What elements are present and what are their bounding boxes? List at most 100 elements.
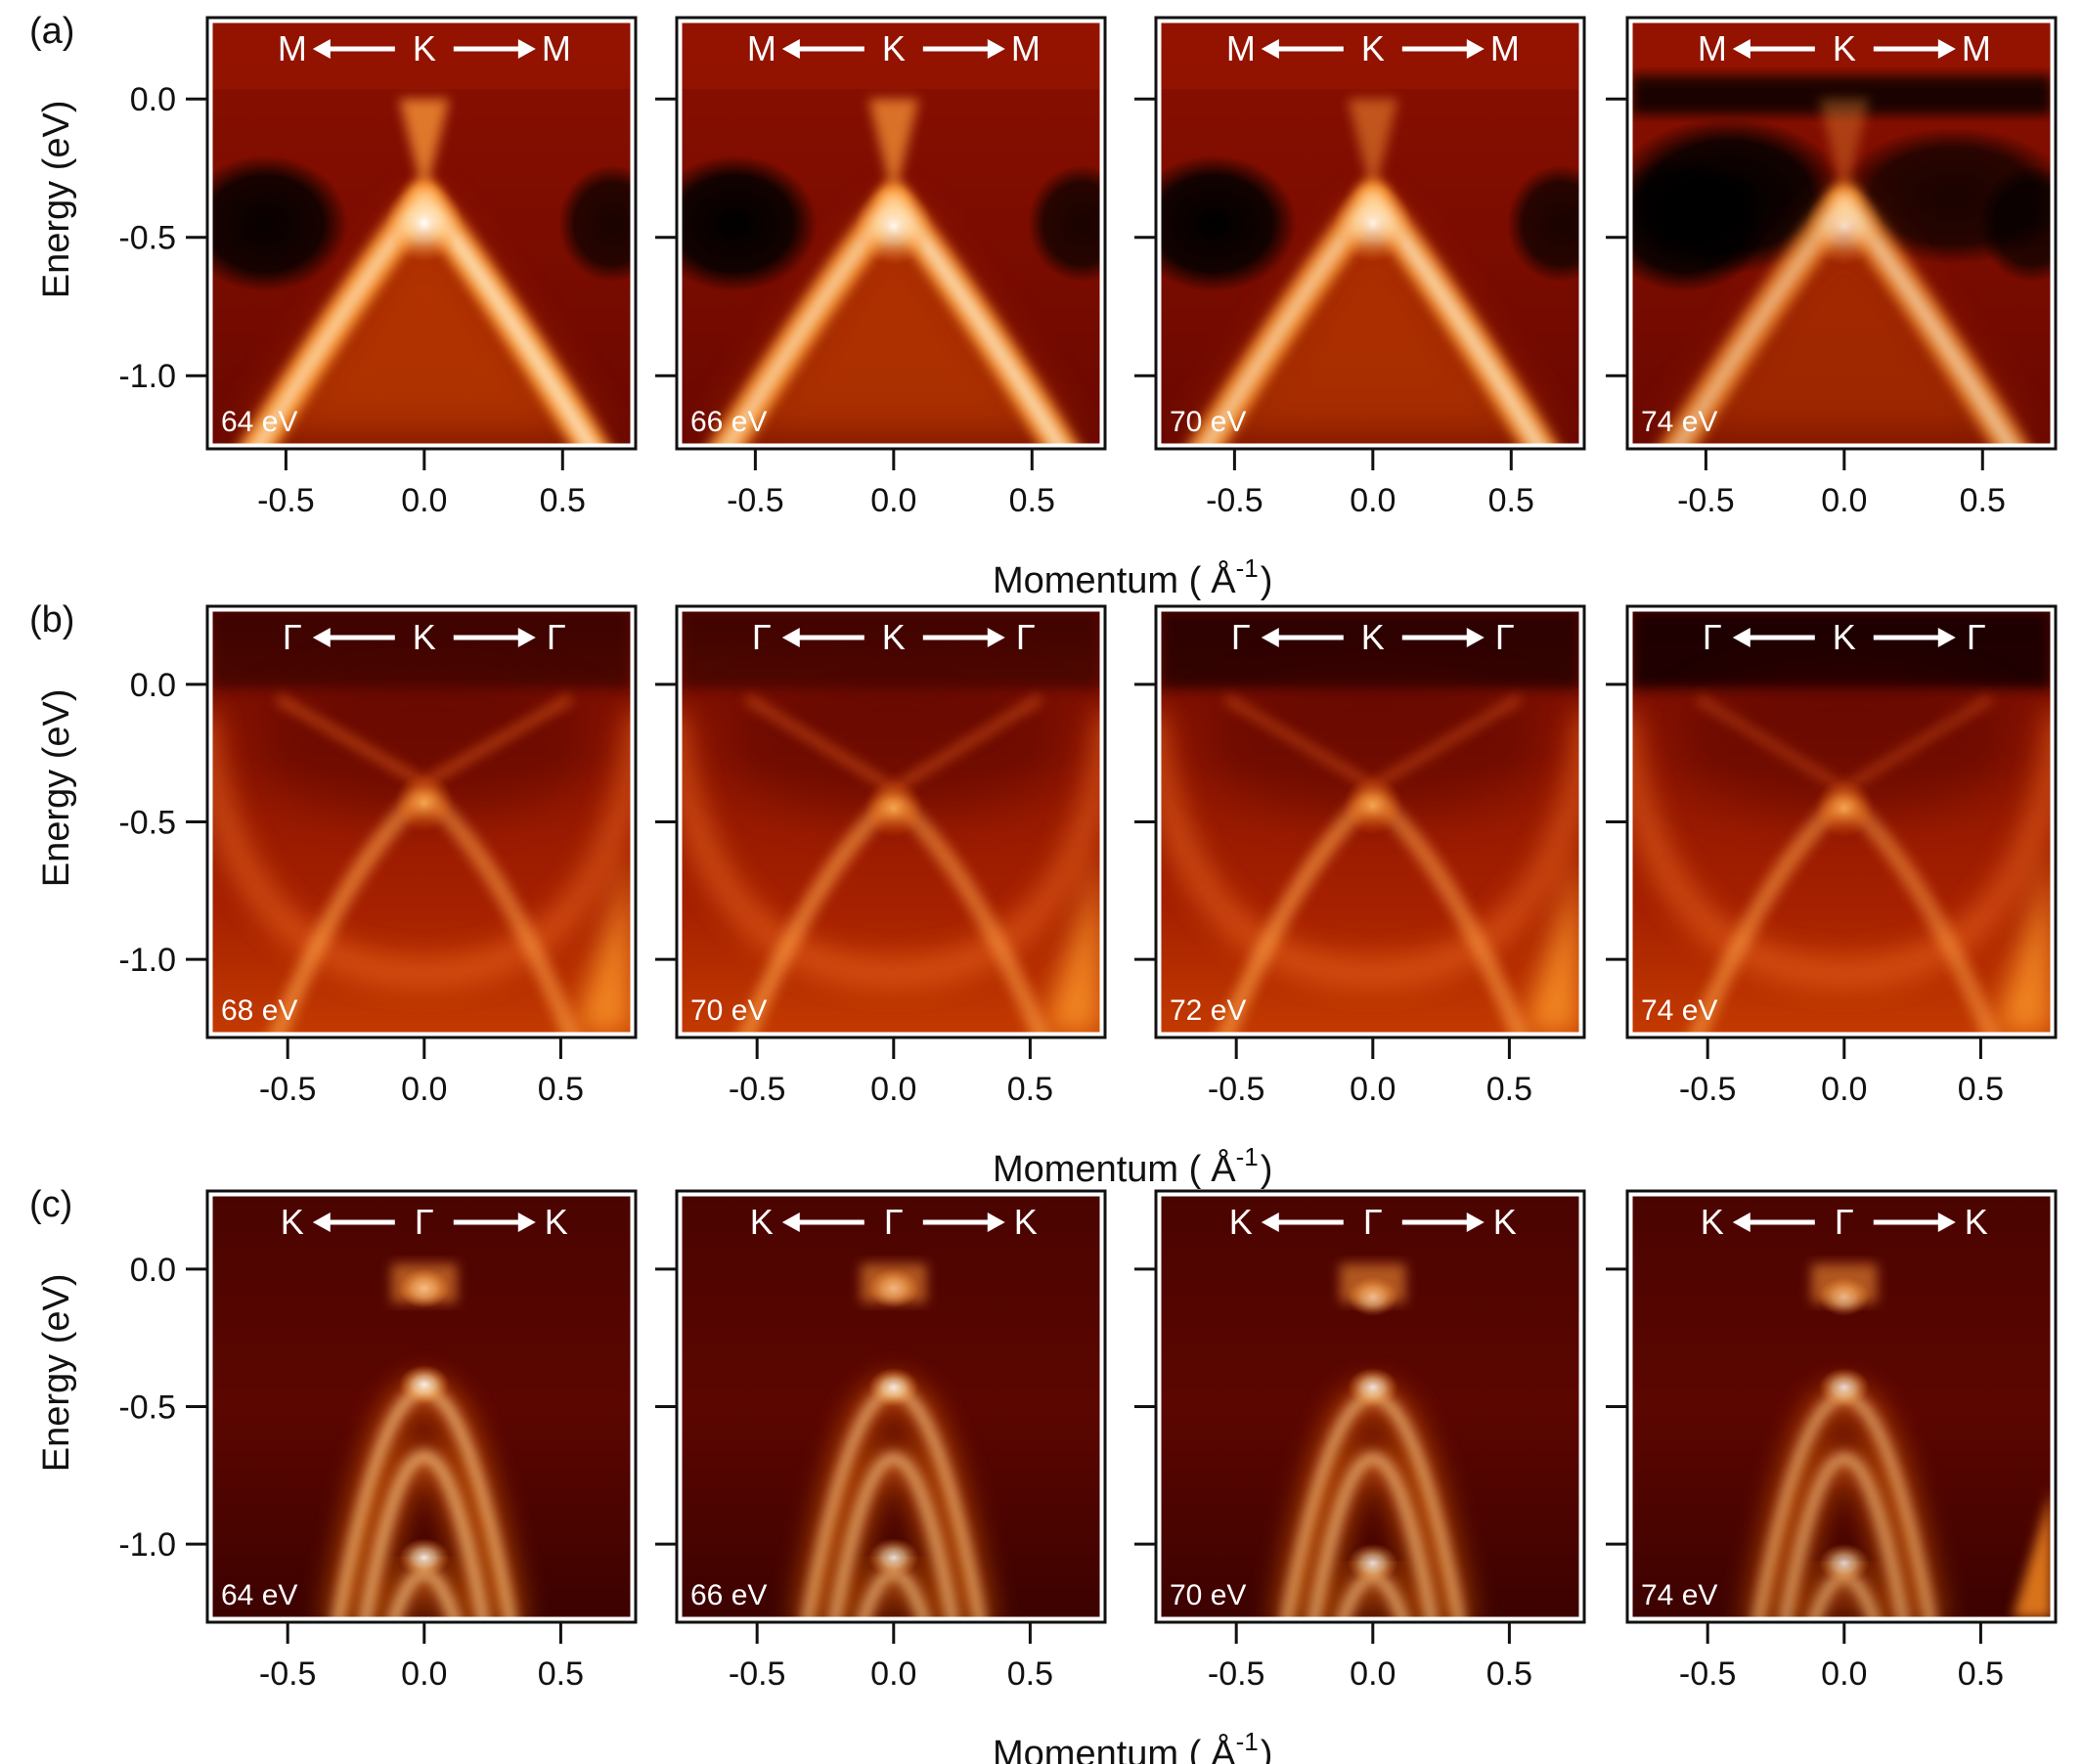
arrow-left [781, 1213, 864, 1232]
band-top-2 [1818, 1367, 1870, 1407]
inner-frame [209, 20, 634, 447]
band-top-2 [1347, 1367, 1398, 1407]
arrow-right [922, 628, 1005, 647]
x-tick-label: 0.0 [1350, 1071, 1396, 1108]
arrow-right [1873, 39, 1956, 59]
intensity-map [1631, 22, 2052, 445]
direction-label-center: K [882, 617, 906, 657]
arrow-right [922, 1213, 1005, 1232]
photon-energy-label: 74 eV [1641, 406, 1717, 438]
direction-label-center: Γ [884, 1202, 904, 1242]
x-tick-label: 0.5 [1958, 1071, 2004, 1108]
inner-frame [1158, 1193, 1582, 1620]
inner-frame [679, 1193, 1103, 1620]
figure-rows: (a)Energy (eV)Momentum (Å-1)M K M64 eV0.0-… [29, 11, 2058, 1764]
x-tick-label: -0.5 [257, 482, 315, 519]
direction-label-center: Γ [1835, 1202, 1854, 1242]
arrow-left [312, 1213, 395, 1232]
plot-frame [1625, 16, 2058, 451]
direction-label-center: K [1833, 617, 1856, 657]
x-tick-label: -0.5 [1679, 1071, 1737, 1108]
upper-branch [1695, 693, 1847, 794]
upper-branch [275, 693, 427, 788]
x-axis-label-close: ) [1261, 1149, 1273, 1190]
x-tick-label: -0.5 [1679, 1655, 1737, 1693]
dirac-point [1804, 186, 1884, 265]
photon-energy-label: 66 eV [690, 406, 767, 438]
panel-b-2: Γ K Γ 70 eV -0.5 0.0 0.5 [655, 604, 1107, 1108]
x-axis-label: Momentum (Å-1) [993, 1142, 1272, 1190]
direction-label-right: M [542, 28, 571, 68]
direction-label-left: K [750, 1202, 774, 1242]
x-axis-label-close: ) [1261, 560, 1273, 601]
panel-label: (b) [29, 599, 74, 640]
arrow-left [312, 39, 395, 59]
inner-frame [1629, 1193, 2054, 1620]
direction-label-right: M [1490, 28, 1520, 68]
dirac-point [1333, 184, 1412, 263]
photon-energy-label: 70 eV [1170, 1579, 1246, 1611]
x-axis-label-unit: Å [1211, 1732, 1236, 1764]
band-top-2 [867, 1367, 919, 1407]
photon-energy-label: 64 eV [221, 406, 297, 438]
photon-energy-label: 74 eV [1641, 994, 1717, 1027]
upper-branch [891, 693, 1043, 794]
intensity-map [681, 22, 1101, 445]
x-tick-label: -0.5 [729, 1655, 786, 1693]
y-tick-label: -1.0 [118, 1526, 176, 1564]
x-axis-label-exponent: -1 [1236, 1727, 1259, 1756]
photon-energy-label: 64 eV [221, 1579, 297, 1611]
above-fermi-band [1160, 610, 1580, 688]
quantum-well-band-2 [1781, 1453, 1908, 1618]
low-intensity-region [1631, 117, 1846, 275]
band-top-3 [398, 1538, 450, 1578]
y-axis-label: Energy (eV) [36, 688, 77, 887]
intensity-map [681, 1195, 1101, 1618]
x-tick-label: 0.5 [1007, 1071, 1053, 1108]
y-tick-label: -1.0 [118, 358, 176, 395]
x-axis-label-text: Momentum ( [993, 1149, 1202, 1190]
direction-label-center: Γ [415, 1202, 434, 1242]
panel-c-3: K Γ K 70 eV -0.5 0.0 0.5 [1134, 1189, 1586, 1693]
inner-frame [1158, 20, 1582, 447]
arrow-right [1401, 1213, 1485, 1232]
x-tick-label: 0.0 [870, 482, 916, 519]
x-tick-label: 0.0 [1821, 1655, 1867, 1693]
bulk-band-edge [1993, 849, 2052, 1034]
arrow-right [1873, 1213, 1956, 1232]
upper-branch [1841, 693, 1994, 794]
plot-frame [1154, 16, 1586, 451]
upper-cone [1819, 99, 1870, 201]
upper-branch [421, 693, 574, 788]
inner-frame [679, 608, 1103, 1036]
upper-cone [399, 99, 450, 199]
y-tick-label: -1.0 [118, 942, 176, 979]
panel-label: (a) [29, 11, 74, 52]
arrow-right [453, 628, 536, 647]
intensity-map [1160, 610, 1580, 1034]
direction-label-left: K [281, 1202, 304, 1242]
x-tick-label: -0.5 [1208, 1071, 1265, 1108]
intensity-map [1631, 1195, 2052, 1618]
photon-energy-label: 72 eV [1170, 994, 1246, 1027]
arrow-right [1401, 628, 1485, 647]
y-tick-label: 0.0 [130, 667, 176, 704]
above-fermi-band [1160, 22, 1580, 90]
direction-label-right: K [1493, 1202, 1517, 1242]
arrow-left [1261, 39, 1344, 59]
x-tick-label: 0.5 [1960, 482, 2006, 519]
fermi-level-states [1340, 1263, 1406, 1303]
lower-cone-glow [713, 200, 1074, 445]
direction-label-right: K [1965, 1202, 1988, 1242]
above-fermi-band [211, 610, 632, 688]
x-tick-label: 0.0 [401, 1071, 447, 1108]
panel-a-2: M K M 66 eV -0.5 0.0 0.5 [655, 16, 1107, 519]
photon-energy-label: 70 eV [1170, 406, 1246, 438]
row-a: (a) Energy (eV) Momentum (Å-1) M K M 64 eV 0.0 -… [29, 11, 2058, 601]
x-tick-label: 0.5 [1486, 1655, 1532, 1693]
panel-c-2: K Γ K 66 eV -0.5 0.0 0.5 [655, 1189, 1107, 1693]
x-tick-label: 0.5 [1009, 482, 1055, 519]
direction-label-center: K [882, 28, 906, 68]
low-intensity-region [558, 164, 632, 283]
